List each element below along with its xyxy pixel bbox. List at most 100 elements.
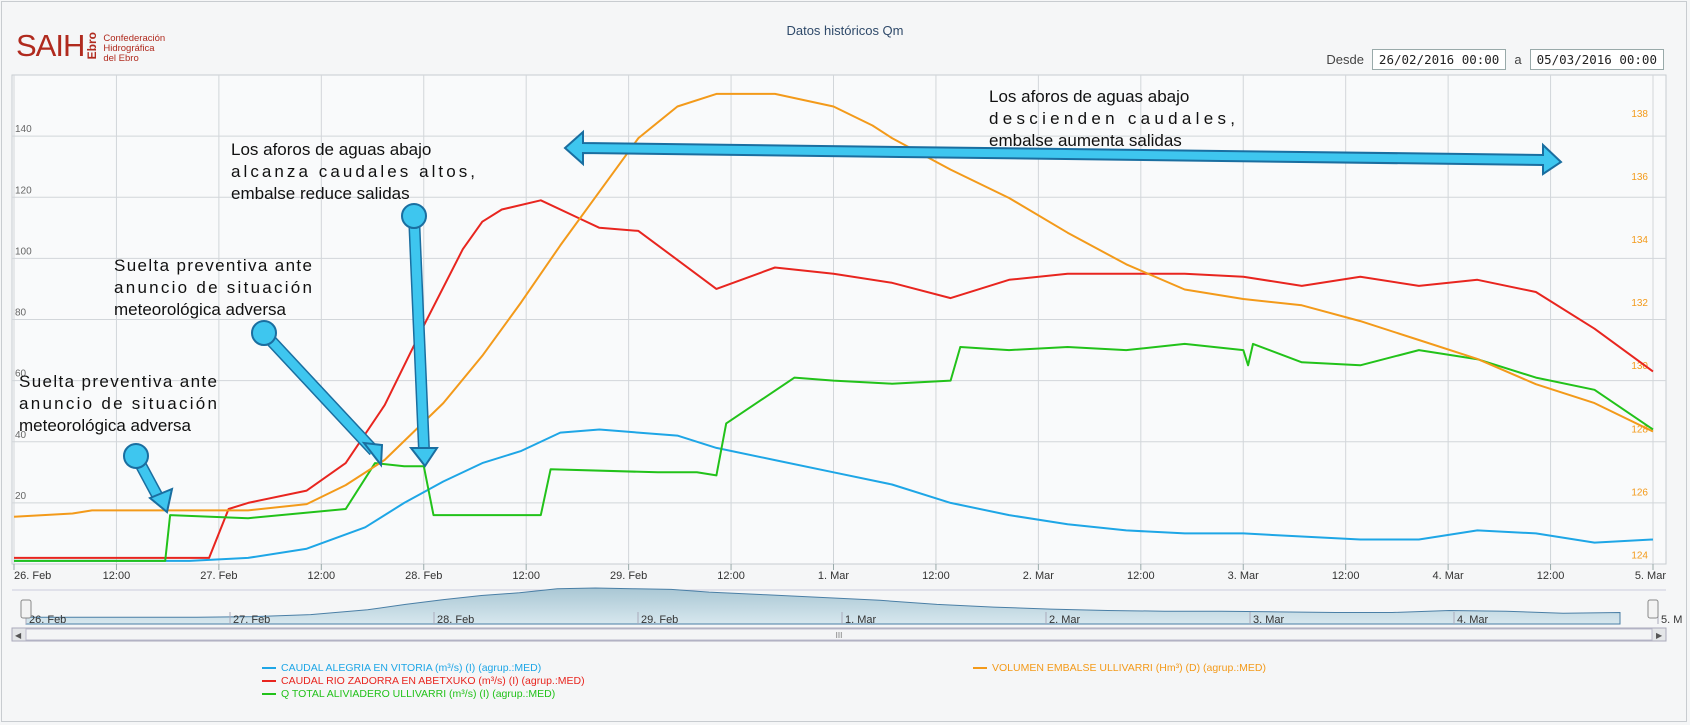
legend-label-zadorra: CAUDAL RIO ZADORRA EN ABETXUKO (m³/s) (I… [281, 675, 585, 687]
right-tick-label: 136 [1631, 172, 1648, 183]
navigator-label: 29. Feb [641, 614, 678, 626]
to-date-input[interactable]: 05/03/2016 00:00 [1529, 49, 1664, 70]
arrow-pin-2 [251, 320, 384, 468]
series-line-volumen [13, 92, 1654, 518]
legend-label-alegria: CAUDAL ALEGRIA EN VITORIA (m³/s) (I) (ag… [281, 662, 542, 674]
x-tick-label: 5. Mar [1635, 570, 1667, 582]
right-tick-label: 126 [1631, 487, 1648, 498]
date-range: Desde 26/02/2016 00:00 a 05/03/2016 00:00 [1318, 49, 1664, 70]
annotation-2-line3: embalse reduce salidas [231, 184, 410, 203]
navigator-left-handle[interactable] [20, 599, 32, 619]
x-tick-label: 26. Feb [14, 570, 51, 582]
saih-ebro-logo: SAIHEbro Confederación Hidrográfica del Ebr… [16, 28, 165, 68]
navigator-label: 5. M [1661, 614, 1682, 626]
navigator-label: 28. Feb [437, 614, 474, 626]
arrow-pin-3-dot [123, 443, 149, 469]
legend-item-volumen[interactable]: VOLUMEN EMBALSE ULLIVARRI (Hm³) (D) (agr… [973, 662, 1266, 674]
right-tick-label: 138 [1631, 109, 1648, 120]
annotation-3-line2: anuncio de situación [114, 278, 312, 297]
left-tick-label: 60 [15, 369, 27, 380]
logo-saih: SAIH [16, 28, 85, 63]
x-tick-label: 28. Feb [405, 570, 442, 582]
annotation-3-line3: meteorológica adversa [114, 300, 287, 319]
x-tick-label: 2. Mar [1023, 570, 1055, 582]
right-tick-label: 134 [1631, 235, 1648, 246]
annotation-4-line3: meteorológica adversa [19, 416, 192, 435]
legend-item-zadorra[interactable]: CAUDAL RIO ZADORRA EN ABETXUKO (m³/s) (I… [262, 675, 585, 687]
x-tick-label: 12:00 [1332, 570, 1360, 582]
logo-org-line2: Hidrográfica [103, 43, 155, 54]
legend-label-aliviadero: Q TOTAL ALIVIADERO ULLIVARRI (m³/s) (I) … [281, 688, 556, 700]
x-tick-label: 12:00 [512, 570, 540, 582]
legend-swatch-alegria [262, 667, 276, 670]
x-tick-label: 3. Mar [1228, 570, 1260, 582]
navigator-label: 27. Feb [233, 614, 270, 626]
arrow-pin-3-head [148, 487, 174, 514]
left-tick-label: 40 [15, 430, 27, 441]
navigator-label: 1. Mar [845, 614, 877, 626]
left-tick-label: 20 [15, 491, 27, 502]
legend-swatch-zadorra [262, 680, 276, 683]
annotation-2-line1: Los aforos de aguas abajo [231, 140, 431, 159]
scrollbar-grip-icon: III [836, 631, 843, 640]
to-label: a [1514, 52, 1522, 67]
arrow-pin-1-dot [401, 203, 427, 229]
series-line-aliviadero [14, 342, 1654, 562]
scroll-right-arrow-icon[interactable]: ▶ [1656, 631, 1663, 640]
legend-label-volumen: VOLUMEN EMBALSE ULLIVARRI (Hm³) (D) (agr… [992, 662, 1267, 674]
x-tick-label: 12:00 [1537, 570, 1565, 582]
navigator[interactable]: 26. Feb 27. Feb 28. Feb 29. Feb 1. Mar 2. Mar… [11, 587, 1682, 642]
navigator-scrollbar-thumb[interactable] [25, 628, 1653, 641]
x-axis: 26. Feb 12:00 27. Feb 12:00 28. Feb 12:00 29. … [13, 564, 1667, 582]
series-group [13, 92, 1654, 562]
legend-swatch-aliviadero [262, 693, 276, 696]
navigator-right-handle[interactable] [1647, 599, 1659, 619]
series-line-zadorra [14, 199, 1654, 559]
series-line-alegria [14, 428, 1654, 562]
logo-org-line3: del Ebro [103, 53, 139, 64]
annotation-4-line2: anuncio de situación [19, 394, 217, 413]
left-tick-label: 80 [15, 308, 27, 319]
annotation-3-line1: Suelta preventiva ante [114, 256, 312, 275]
right-tick-label: 124 [1631, 551, 1648, 562]
arrow-pin-2-head [361, 441, 384, 468]
left-tick-label: 120 [15, 185, 32, 196]
x-tick-label: 12:00 [922, 570, 950, 582]
annotation-4-line1: Suelta preventiva ante [19, 372, 217, 391]
chart-title: Datos históricos Qm [786, 23, 904, 38]
annotation-1-line3: embalse aumenta salidas [989, 131, 1182, 150]
right-tick-label: 128 [1631, 424, 1648, 435]
double-arrow [563, 129, 1563, 176]
x-tick-label: 27. Feb [200, 570, 237, 582]
from-label: Desde [1326, 52, 1364, 67]
left-tick-label: 100 [15, 246, 32, 257]
x-tick-label: 12:00 [717, 570, 745, 582]
scroll-left-arrow-icon[interactable]: ◀ [15, 631, 22, 640]
legend-item-aliviadero[interactable]: Q TOTAL ALIVIADERO ULLIVARRI (m³/s) (I) … [262, 688, 555, 700]
left-tick-label: 140 [15, 124, 32, 135]
x-tick-label: 12:00 [1127, 570, 1155, 582]
legend-item-alegria[interactable]: CAUDAL ALEGRIA EN VITORIA (m³/s) (I) (ag… [262, 662, 541, 674]
arrow-pin-1 [401, 203, 439, 468]
arrow-pin-1-shaft [409, 215, 429, 451]
arrow-pin-3 [123, 443, 174, 514]
x-tick-label: 12:00 [103, 570, 131, 582]
right-tick-label: 130 [1631, 361, 1648, 372]
navigator-label: 4. Mar [1457, 614, 1489, 626]
navigator-label: 3. Mar [1253, 614, 1285, 626]
x-tick-label: 4. Mar [1433, 570, 1465, 582]
left-axis: 20 40 60 80 100 120 140 [15, 124, 32, 502]
logo-org: Confederación Hidrográfica del Ebro [103, 34, 165, 64]
annotation-1-line2: descienden caudales, [989, 109, 1235, 128]
from-date-input[interactable]: 26/02/2016 00:00 [1371, 49, 1507, 70]
navigator-labels: 26. Feb 27. Feb 28. Feb 29. Feb 1. Mar 2. Mar… [25, 612, 1682, 626]
right-axis: 124 126 128 130 132 134 136 138 [1631, 109, 1648, 562]
arrow-pin-2-dot [251, 320, 277, 346]
legend-swatch-volumen [973, 667, 987, 670]
annotation-1-line1: Los aforos de aguas abajo [989, 87, 1189, 106]
navigator-label: 26. Feb [29, 614, 66, 626]
arrow-pin-1-head [408, 447, 439, 468]
x-tick-label: 1. Mar [818, 570, 850, 582]
